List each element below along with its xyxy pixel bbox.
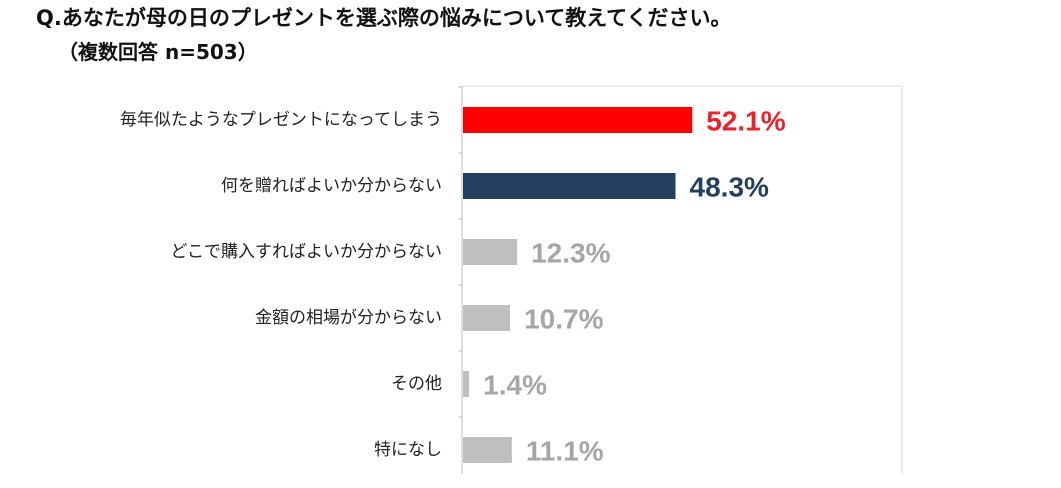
chart-title: Q.あなたが母の日のプレゼントを選ぶ際の悩みについて教えてください。	[36, 6, 732, 30]
bar	[463, 305, 511, 331]
bar	[463, 239, 518, 265]
data-label: 48.3%	[690, 172, 769, 203]
data-label: 12.3%	[531, 238, 610, 269]
bar	[463, 437, 512, 463]
category-label: 特になし	[374, 440, 442, 460]
bar	[463, 107, 693, 133]
bar	[463, 371, 470, 397]
category-label: 金額の相場が分からない	[255, 308, 442, 328]
data-label: 11.1%	[526, 436, 604, 467]
chart-subtitle: （複数回答 n=503）	[58, 40, 258, 64]
data-label: 1.4%	[483, 370, 547, 401]
bar	[463, 173, 676, 199]
category-label: どこで購入すればよいか分からない	[171, 242, 443, 262]
data-label: 52.1%	[706, 106, 785, 137]
category-label: 何を贈ればよいか分からない	[221, 176, 442, 196]
category-label: その他	[391, 374, 442, 394]
data-label: 10.7%	[524, 304, 603, 335]
category-label: 毎年似たようなプレゼントになってしまう	[120, 110, 442, 130]
